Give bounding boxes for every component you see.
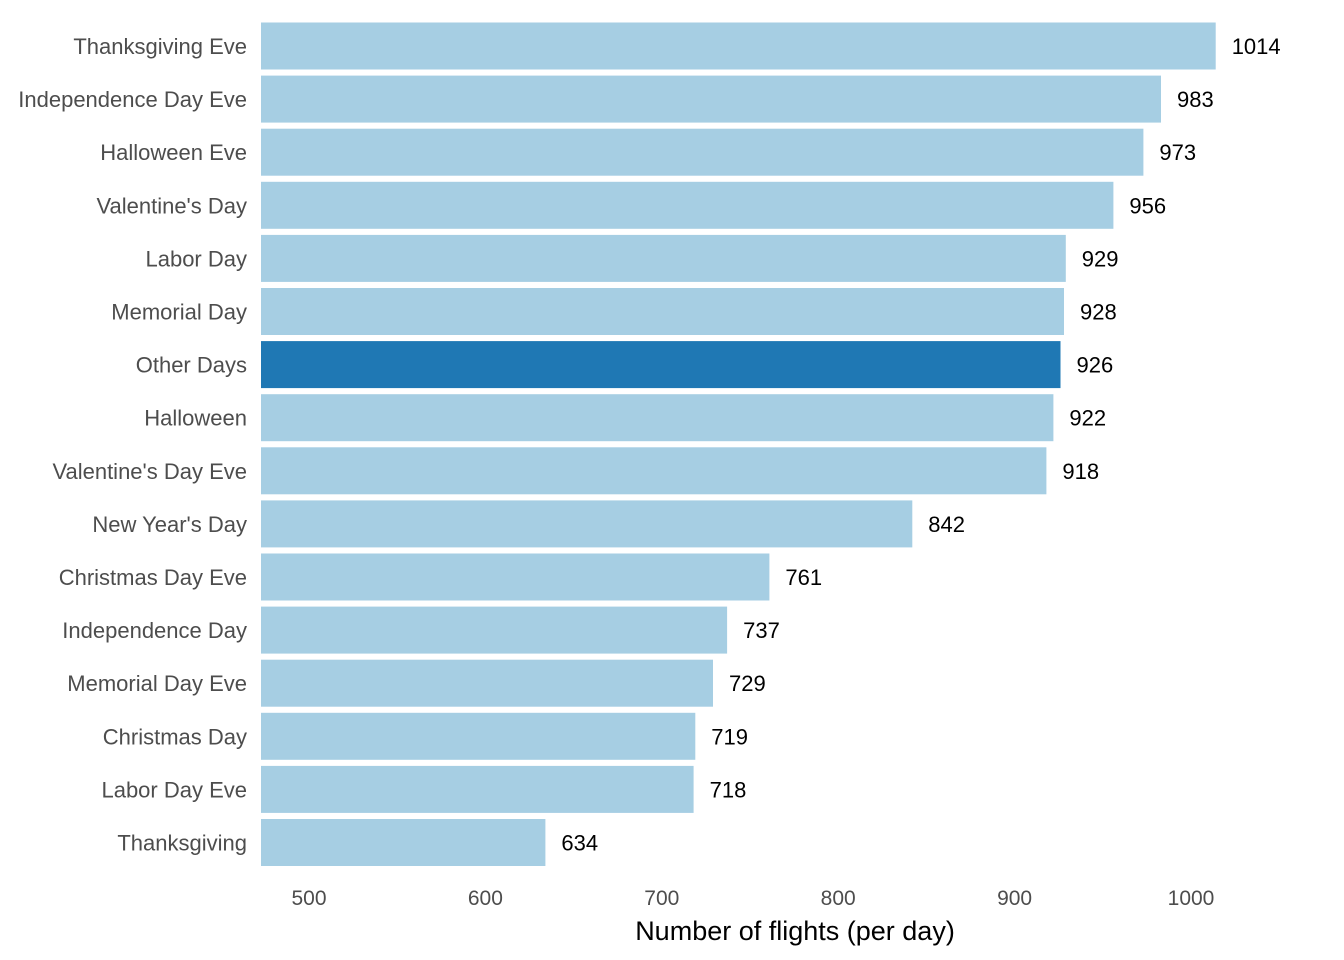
value-label: 761	[785, 565, 822, 590]
value-labels: 1014 983 973 956 929 928 926 922 918 842 761 737 729…	[561, 34, 1280, 856]
value-label: 634	[561, 831, 598, 856]
value-label: 729	[729, 671, 766, 696]
bar-christmas-day-eve	[261, 553, 770, 601]
category-label: Valentine's Day Eve	[52, 459, 247, 484]
category-label: Labor Day Eve	[101, 777, 247, 802]
bar-halloween	[261, 394, 1054, 442]
bar-independence-day-eve	[261, 75, 1161, 123]
category-label: Halloween Eve	[100, 140, 247, 165]
bar-thanksgiving-eve	[261, 22, 1216, 70]
category-label: Memorial Day	[111, 300, 247, 325]
bar-independence-day	[261, 606, 728, 654]
value-label: 928	[1080, 300, 1117, 325]
category-label: Christmas Day Eve	[59, 565, 247, 590]
bar-thanksgiving	[261, 819, 546, 866]
category-label: Halloween	[144, 406, 247, 431]
bar-labor-day	[261, 234, 1066, 282]
bar-memorial-day-eve	[261, 659, 713, 707]
category-label: Independence Day Eve	[18, 87, 247, 112]
bar-labor-day-eve	[261, 765, 694, 813]
value-label: 956	[1129, 193, 1166, 218]
value-label: 926	[1077, 353, 1114, 378]
category-label: Labor Day	[145, 246, 247, 271]
value-label: 1014	[1232, 34, 1281, 59]
category-label: Other Days	[136, 353, 247, 378]
category-label: Christmas Day	[103, 724, 247, 749]
bar-memorial-day	[261, 288, 1064, 335]
bar-halloween-eve	[261, 128, 1144, 176]
x-tick-label: 700	[644, 887, 679, 910]
bar-valentine-s-day	[261, 181, 1114, 229]
x-axis-title: Number of flights (per day)	[635, 916, 955, 946]
category-label: Memorial Day Eve	[67, 671, 247, 696]
x-tick-label: 1000	[1168, 887, 1215, 910]
value-label: 922	[1069, 406, 1106, 431]
category-label: Thanksgiving Eve	[73, 34, 247, 59]
x-tick-label: 900	[997, 887, 1032, 910]
value-label: 718	[710, 777, 747, 802]
bar-new-year-s-day	[261, 500, 913, 548]
value-label: 983	[1177, 87, 1214, 112]
bars	[261, 22, 1216, 866]
category-label: Thanksgiving	[117, 831, 247, 856]
x-axis-ticks: 500 600 700 800 900 1000	[291, 887, 1214, 910]
category-label: New Year's Day	[92, 512, 247, 537]
value-label: 737	[743, 618, 780, 643]
x-tick-label: 800	[821, 887, 856, 910]
bar-other-days	[261, 341, 1061, 389]
bar-valentine-s-day-eve	[261, 447, 1047, 495]
category-labels: Thanksgiving Eve Independence Day Eve Hall…	[18, 34, 247, 856]
value-label: 918	[1062, 459, 1099, 484]
x-tick-label: 500	[291, 887, 326, 910]
value-label: 842	[928, 512, 965, 537]
value-label: 719	[711, 724, 748, 749]
bar-christmas-day	[261, 712, 696, 760]
category-label: Valentine's Day	[96, 193, 247, 218]
value-label: 929	[1082, 246, 1119, 271]
category-label: Independence Day	[62, 618, 247, 643]
value-label: 973	[1159, 140, 1196, 165]
x-tick-label: 600	[468, 887, 503, 910]
